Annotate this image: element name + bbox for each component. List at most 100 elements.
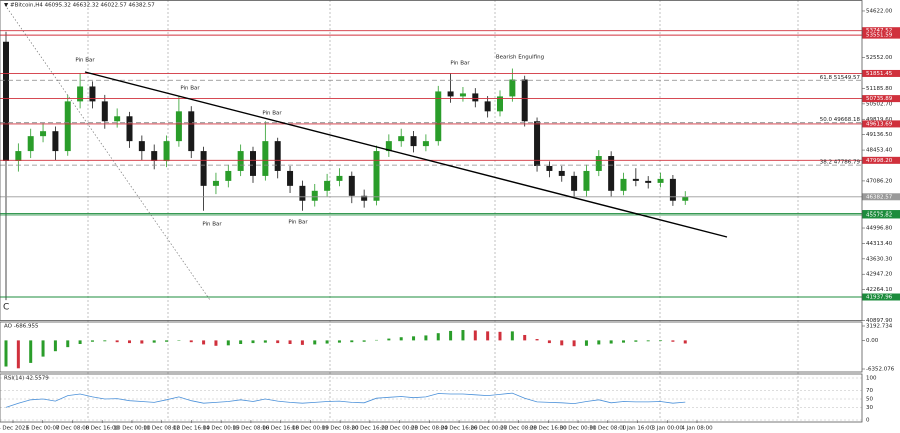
ao-bar	[671, 340, 675, 342]
annotation: Pin Bar	[288, 220, 308, 226]
x-tick-label: 14 Dec 00:00	[203, 426, 240, 432]
x-tick-label: 23 Dec 08:00	[411, 426, 448, 432]
y-tick-label: 0.00	[866, 338, 879, 344]
candle-body	[521, 79, 528, 122]
y-tick-label: 70	[866, 388, 873, 394]
level-box	[862, 31, 900, 39]
ao-bar	[498, 331, 502, 341]
x-tick-label: 19 Dec 08:00	[322, 426, 359, 432]
ao-bar	[449, 330, 453, 341]
candle-body	[558, 170, 565, 176]
candle-body	[546, 165, 553, 171]
candle-body	[311, 190, 318, 201]
ao-bar	[189, 340, 193, 343]
y-tick-label: 0	[866, 418, 870, 424]
candle-body	[64, 101, 71, 152]
x-tick-label: 22 Dec 00:00	[381, 426, 418, 432]
x-tick-label: 4 Jan 08:00	[681, 426, 713, 432]
ao-bar	[584, 340, 588, 346]
ao-bar	[362, 340, 366, 342]
x-tick-label: 8 Dec 16:00	[85, 426, 119, 432]
level-label: 50735.89	[866, 96, 893, 102]
ao-bar	[461, 330, 465, 341]
candle-body	[250, 151, 256, 176]
x-tick-label: 10 Dec 00:00	[113, 426, 150, 432]
annotation: Pin Bar	[262, 111, 282, 117]
trend-line	[84, 71, 728, 238]
level-box	[862, 156, 900, 164]
ao-bar	[510, 331, 514, 341]
candle-body	[163, 141, 170, 161]
ao-bar	[66, 340, 70, 348]
ao-bar	[53, 340, 57, 352]
ao-bar	[634, 340, 638, 342]
candle-body	[509, 79, 516, 97]
ao-bar	[29, 340, 33, 363]
x-tick-label: 30 Dec 00:00	[560, 426, 597, 432]
ao-bar	[387, 338, 391, 341]
ao-bar	[597, 340, 601, 345]
y-tick-label: 50	[866, 397, 873, 403]
level-box	[862, 95, 900, 103]
ao-bar	[523, 334, 527, 341]
candle-body	[324, 180, 331, 191]
y-tick-label: 40897.90	[866, 318, 893, 324]
x-tick-label: 15 Dec 08:00	[232, 426, 269, 432]
annotation: Pin Bar	[180, 86, 200, 92]
candle-body	[608, 156, 615, 191]
ao-bar	[276, 340, 280, 344]
candle-body	[15, 151, 22, 161]
candle-body	[138, 141, 145, 152]
candle-body	[361, 195, 368, 201]
y-tick-label: 54622.00	[866, 8, 893, 14]
candle-body	[595, 156, 602, 171]
candle-body	[237, 151, 244, 171]
candle-body	[385, 141, 392, 152]
ao-bar	[251, 340, 255, 344]
candle-body	[645, 180, 652, 183]
ao-bar	[226, 340, 230, 346]
ao-bar	[436, 333, 440, 341]
y-tick-label: 52552.00	[866, 55, 893, 61]
level-box	[862, 69, 900, 77]
x-tick-label: 27 Dec 08:00	[500, 426, 537, 432]
level-label: 49613.69	[866, 121, 893, 127]
candle-body	[348, 175, 355, 196]
ao-bar	[486, 331, 490, 341]
ao-bar	[560, 340, 564, 346]
ao-frame	[0, 321, 863, 373]
x-tick-label: 31 Dec 08:00	[589, 426, 626, 432]
candle-body	[287, 170, 294, 186]
ao-bar	[288, 340, 292, 344]
candle-body	[225, 170, 232, 181]
level-box	[862, 211, 900, 219]
candle-body	[534, 121, 541, 166]
level-label: 53551.59	[866, 33, 893, 39]
x-tick-label: 11 Dec 08:00	[143, 426, 180, 432]
candle-body	[151, 151, 158, 161]
x-tick-label: 7 Dec 08:00	[56, 426, 90, 432]
candle-body	[447, 91, 454, 97]
diagonal-dotted-line	[4, 4, 211, 301]
y-tick-label: 48453.40	[866, 148, 893, 154]
wave-label: C	[3, 303, 9, 313]
y-tick-label: 49819.60	[866, 117, 893, 123]
y-tick-label: 43630.30	[866, 256, 893, 262]
y-tick-label: 42947.20	[866, 272, 893, 278]
x-tick-label: 12 Dec 16:00	[173, 426, 210, 432]
ao-bar	[399, 337, 403, 341]
candle-body	[472, 93, 479, 102]
y-tick-label: 3192.734	[866, 324, 893, 330]
ao-bar	[350, 340, 354, 343]
candle-body	[89, 86, 96, 102]
x-tick-label: 16 Dec 16:00	[262, 426, 299, 432]
main-frame	[0, 0, 863, 321]
ao-bar	[239, 340, 243, 344]
y-tick-label: 100	[866, 376, 877, 382]
candle-body	[459, 93, 466, 97]
candle-body	[200, 151, 207, 186]
ao-bar	[4, 340, 8, 367]
ao-bar	[300, 340, 304, 345]
level-box	[862, 27, 900, 35]
